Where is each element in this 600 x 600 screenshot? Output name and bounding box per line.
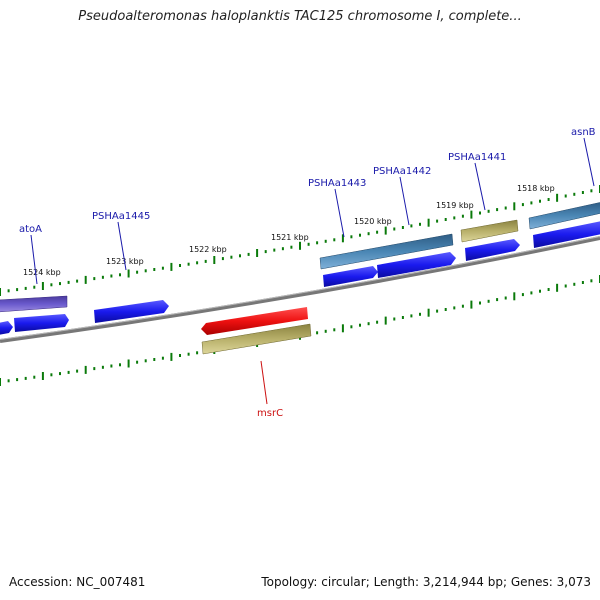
gene-labels: atoA PSHAa1445 PSHAa1443 PSHAa1442 PSHAa… <box>19 127 596 419</box>
cds-arrow-msrC[interactable] <box>201 307 308 335</box>
gene-feature[interactable] <box>528 202 600 230</box>
cds-arrow[interactable] <box>0 321 13 335</box>
accession-info: Accession: NC_007481 <box>9 575 145 589</box>
length-label: Length: <box>373 575 420 589</box>
cds-arrow[interactable] <box>323 266 378 287</box>
genes-label: Genes: <box>510 575 553 589</box>
scale-label: 1522 kbp <box>189 245 227 254</box>
scale-label: 1521 kbp <box>271 233 309 242</box>
cds-arrow[interactable] <box>533 221 600 248</box>
page-title: Pseudoalteromonas haloplanktis TAC125 ch… <box>78 9 522 24</box>
cds-arrow[interactable] <box>14 314 69 332</box>
genes-value: 3,073 <box>556 575 591 589</box>
gene-label-PSHAa1445[interactable]: PSHAa1445 <box>92 211 150 222</box>
gene-features-outer <box>0 202 600 313</box>
accession-label: Accession: <box>9 575 73 589</box>
outer-tick-ring <box>0 185 600 296</box>
topology-label: Topology: <box>261 575 318 589</box>
accession-value: NC_007481 <box>76 575 146 589</box>
gene-feature[interactable] <box>201 323 312 355</box>
gene-feature[interactable] <box>460 219 519 243</box>
gene-label-atoA[interactable]: atoA <box>19 224 42 235</box>
gene-label-asnB[interactable]: asnB <box>571 127 596 138</box>
scale-label: 1524 kbp <box>23 268 61 277</box>
gene-feature[interactable] <box>0 295 68 313</box>
topology-value: circular <box>321 575 366 589</box>
cds-arrow[interactable] <box>465 239 520 261</box>
cds-arrow[interactable] <box>377 252 456 278</box>
gene-features-inner <box>201 307 312 355</box>
length-value: 3,214,944 bp <box>422 575 503 589</box>
gene-label-PSHAa1442[interactable]: PSHAa1442 <box>373 166 431 177</box>
gene-label-msrC[interactable]: msrC <box>257 408 283 419</box>
scale-label: 1518 kbp <box>517 184 555 193</box>
scale-label: 1519 kbp <box>436 201 474 210</box>
gene-label-PSHAa1441[interactable]: PSHAa1441 <box>448 152 506 163</box>
label-leaders <box>30 137 595 405</box>
scale-label: 1520 kbp <box>354 217 392 226</box>
gene-label-PSHAa1443[interactable]: PSHAa1443 <box>308 178 366 189</box>
cds-features-outer <box>0 221 600 335</box>
cds-arrow[interactable] <box>94 300 169 323</box>
topology-info: Topology: circular; Length: 3,214,944 bp… <box>261 575 591 589</box>
gene-feature[interactable] <box>319 233 454 270</box>
genome-backbone <box>0 236 600 343</box>
